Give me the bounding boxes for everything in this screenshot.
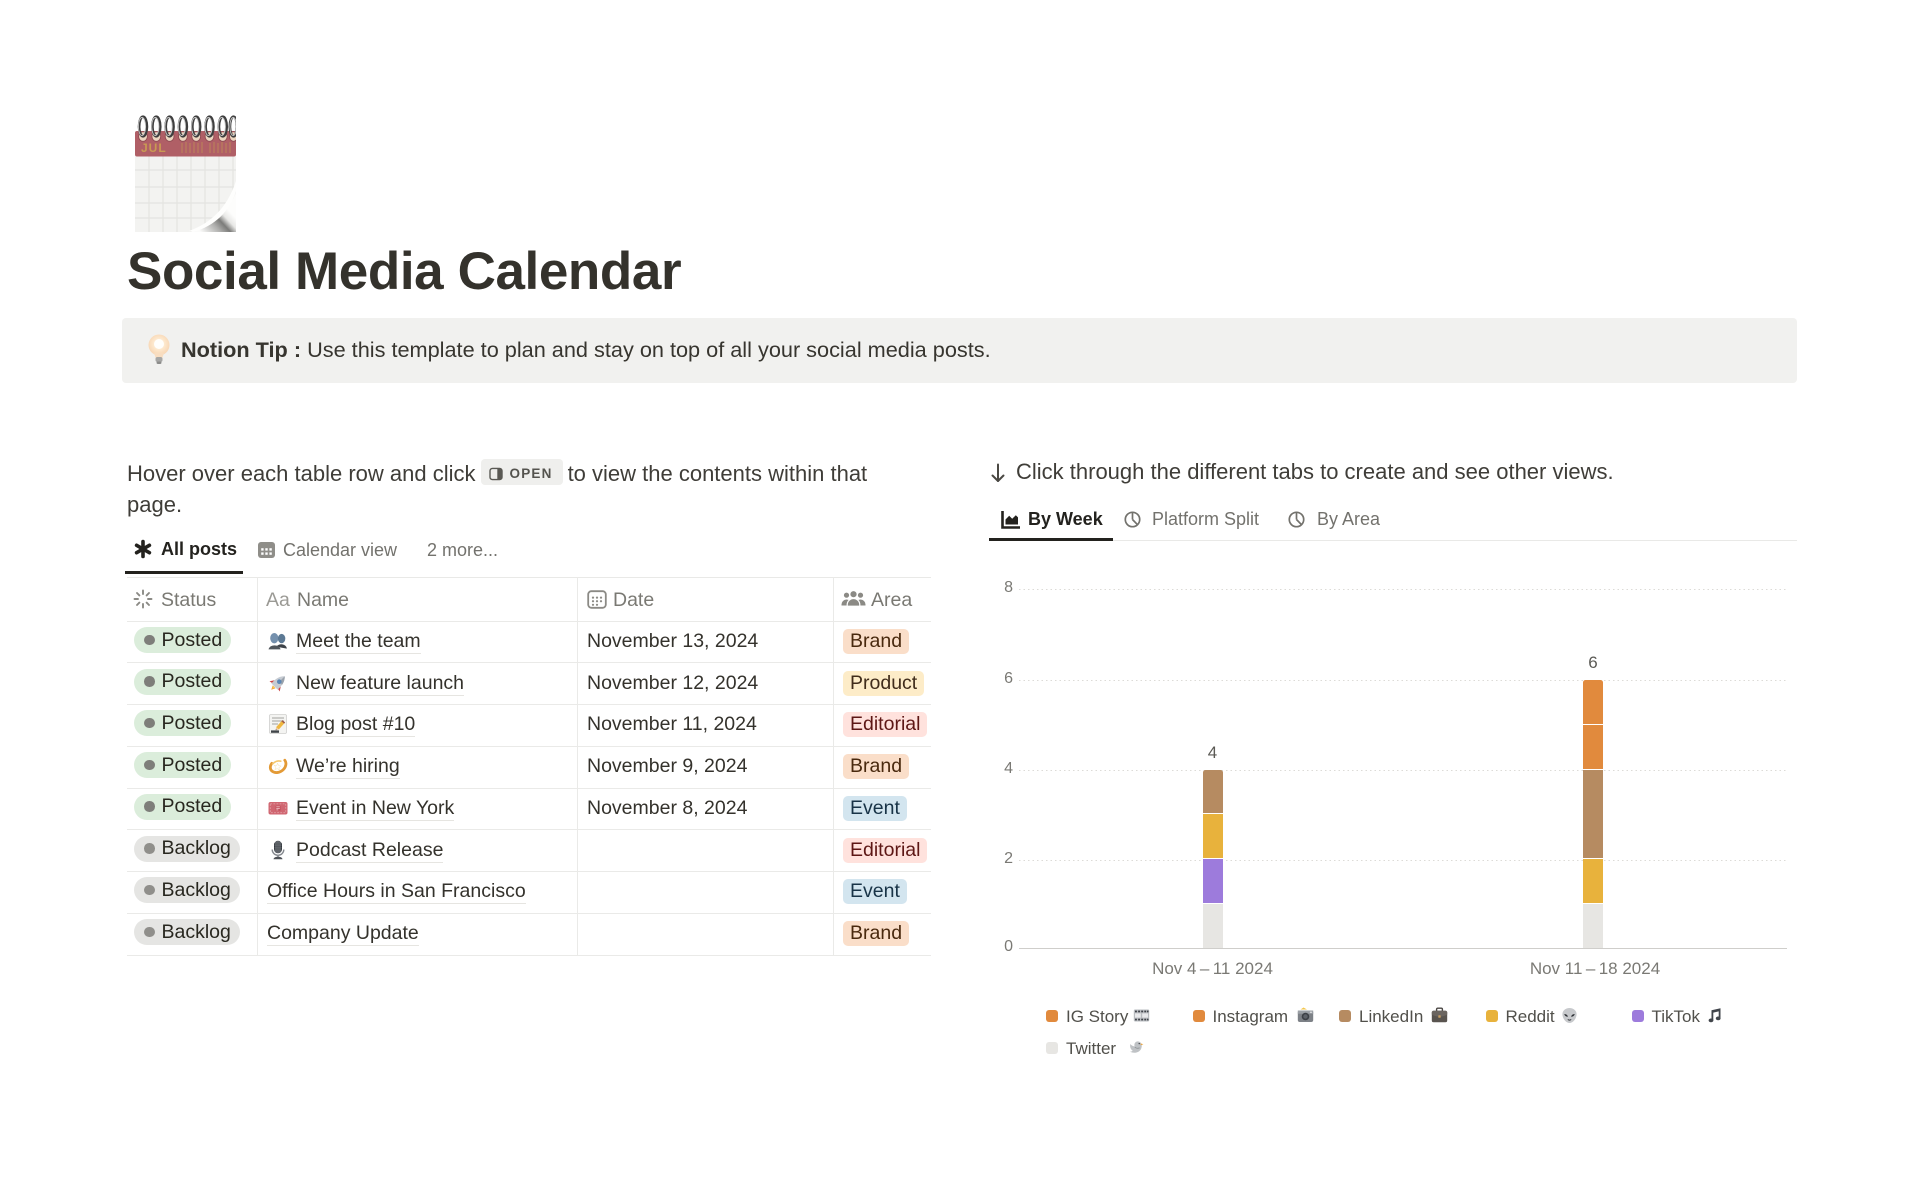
svg-text:JUL: JUL (141, 141, 167, 155)
